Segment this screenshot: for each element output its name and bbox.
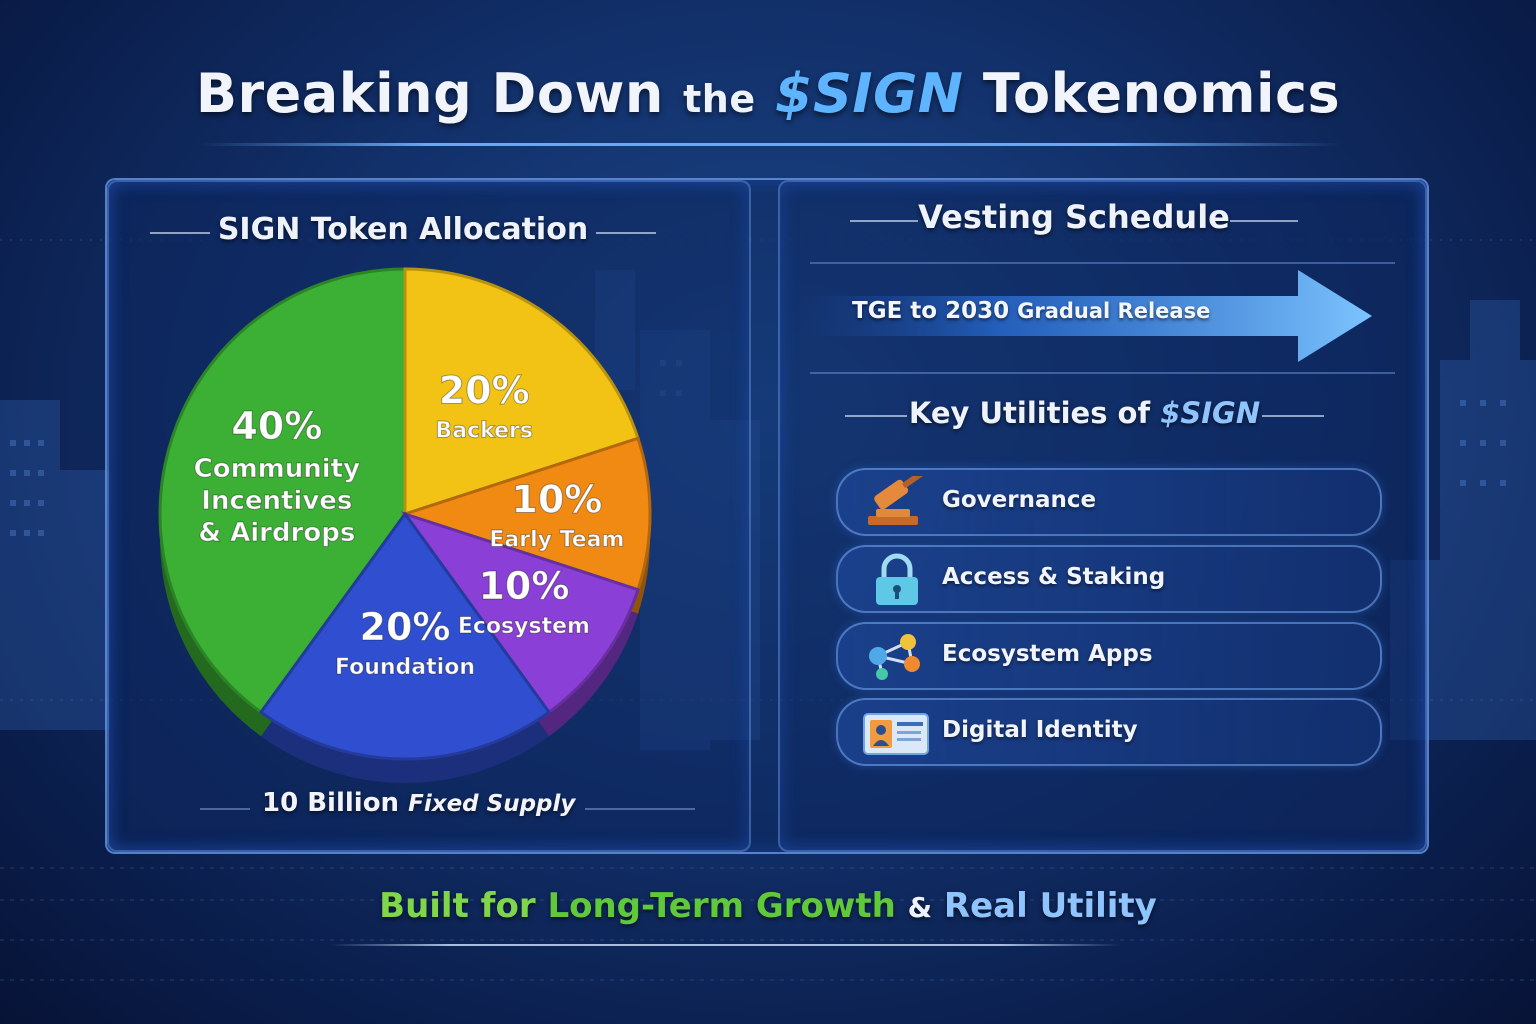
slice-name: Community — [194, 454, 360, 484]
utilities-heading-rule-left — [845, 415, 907, 417]
utility-governance[interactable]: Governance — [836, 468, 1382, 536]
slice-percent: 10% — [511, 477, 602, 521]
slice-name: Incentives — [201, 486, 352, 516]
pie-slice — [401, 511, 640, 715]
utility-label: Ecosystem Apps — [942, 641, 1153, 667]
slice-name: Foundation — [335, 655, 475, 680]
title-part-tokenomics: Tokenomics — [982, 62, 1341, 125]
supply-note: 10 Billion Fixed Supply — [262, 788, 575, 818]
supply-rule-right — [585, 808, 695, 810]
pie-slice-label: 20% Foundation — [334, 604, 475, 680]
vesting-divider-top — [810, 262, 1395, 264]
slice-name: Backers — [435, 418, 533, 443]
title-part-breaking-down: Breaking Down — [195, 62, 664, 125]
vesting-heading-rule-left — [850, 220, 918, 222]
utilities-heading-text: Key Utilities of — [908, 396, 1151, 430]
supply-rule-left — [200, 808, 250, 810]
pie-slice — [258, 511, 552, 761]
tagline-part4: Real Utility — [943, 886, 1157, 926]
tagline-part2: Long-Term Growth — [547, 886, 896, 926]
vesting-heading-rule-right — [1230, 220, 1298, 222]
pie-slice — [158, 267, 407, 715]
tagline: Built for Long-Term Growth & Real Utilit… — [0, 886, 1536, 926]
title-token-symbol: $SIGN — [774, 62, 964, 125]
title-part-the: the — [683, 77, 756, 121]
utility-label: Governance — [942, 487, 1097, 513]
tagline-part3: & — [907, 891, 933, 924]
supply-text: Fixed Supply — [408, 791, 576, 817]
utilities-heading-rule-right — [1262, 415, 1324, 417]
slice-name: Early Team — [489, 527, 624, 552]
utility-ecosystem-apps[interactable]: Ecosystem Apps — [836, 622, 1382, 690]
vesting-heading: Vesting Schedule — [918, 198, 1230, 236]
slice-percent: 20% — [360, 605, 451, 649]
utility-label: Digital Identity — [942, 717, 1138, 743]
utility-access-staking[interactable]: Access & Staking — [836, 545, 1382, 613]
pie-slice-label: 10% Ecosystem — [457, 563, 590, 639]
padlock-icon — [876, 553, 918, 605]
vesting-range: TGE to 2030 — [852, 298, 1010, 324]
utilities-heading: Key Utilities of $SIGN — [907, 396, 1262, 430]
page-title: Breaking Down the $SIGN Tokenomics — [0, 62, 1536, 125]
vesting-release: Gradual Release — [1017, 299, 1211, 323]
utilities-heading-token: $SIGN — [1160, 396, 1261, 430]
slice-name: & Airdrops — [198, 518, 355, 548]
tagline-underline — [330, 944, 1120, 946]
allocation-heading: SIGN Token Allocation — [217, 212, 589, 247]
id-card-icon — [863, 713, 929, 755]
utility-label: Access & Staking — [942, 564, 1166, 590]
supply-number: 10 Billion — [262, 788, 400, 818]
vesting-divider-bottom — [810, 372, 1395, 374]
tagline-part1: Built for — [379, 886, 536, 926]
slice-percent: 20% — [439, 368, 530, 412]
allocation-heading-rule-right — [596, 232, 656, 234]
slice-name: Ecosystem — [458, 614, 590, 639]
title-underline — [200, 143, 1340, 146]
pie-slice — [400, 436, 652, 592]
vesting-timeline-label: TGE to 2030 Gradual Release — [852, 298, 1210, 324]
pie-slice-label: 10% Early Team — [489, 477, 625, 553]
slice-percent: 10% — [478, 564, 569, 608]
pie-slice-label: 20% Backers — [435, 368, 534, 444]
slice-percent: 40% — [231, 404, 322, 448]
network-nodes-icon — [869, 634, 920, 680]
vesting-timeline-arrow: TGE to 2030 Gradual Release — [800, 268, 1375, 364]
allocation-heading-rule-left — [150, 232, 210, 234]
arrow-shape — [800, 270, 1372, 362]
utility-digital-identity[interactable]: Digital Identity — [836, 698, 1382, 766]
pie-slice — [403, 267, 640, 517]
gavel-icon — [868, 476, 925, 525]
